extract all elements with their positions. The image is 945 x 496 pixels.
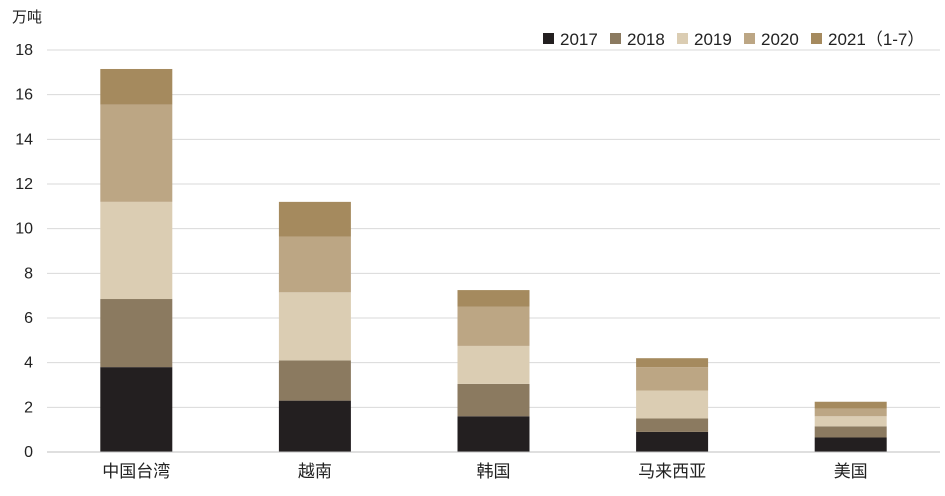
legend: 2017 2018 2019 2020 2021（1-7） [543, 30, 924, 49]
bar-segment [100, 367, 173, 452]
x-tick-label: 美国 [834, 462, 868, 481]
bar-segment [100, 68, 173, 105]
legend-label: 2017 [560, 30, 598, 49]
y-tick-label: 18 [15, 42, 33, 59]
legend-swatch [677, 33, 688, 44]
bars [100, 68, 887, 452]
x-tick-label: 马来西亚 [638, 462, 706, 481]
bar-segment [814, 416, 887, 427]
bar-segment [457, 383, 530, 417]
y-tick-label: 12 [15, 176, 33, 193]
legend-label: 2018 [627, 30, 665, 49]
x-tick-label: 越南 [298, 462, 332, 481]
bar-segment [636, 418, 709, 432]
legend-swatch [811, 33, 822, 44]
y-tick-label: 8 [24, 265, 33, 282]
bar-segment [278, 201, 351, 237]
bar-segment [278, 400, 351, 452]
y-tick-label: 14 [15, 131, 33, 148]
bar-segment [100, 201, 173, 300]
bar-segment [814, 426, 887, 438]
bar-segment [814, 408, 887, 417]
bar-segment [278, 360, 351, 401]
gridlines [47, 49, 940, 408]
x-tick-label: 中国台湾 [102, 462, 170, 481]
legend-label: 2021（1-7） [828, 30, 924, 49]
bar-segment [636, 367, 709, 391]
axes: 0 2 4 6 8 10 12 14 16 18 中国台湾 越南 韩国 马来西亚 美国 [15, 42, 940, 481]
bar-segment [457, 306, 530, 346]
bar-segment [457, 416, 530, 452]
legend-swatch [610, 33, 621, 44]
y-tick-label: 10 [15, 221, 33, 238]
bar-segment [100, 299, 173, 368]
y-tick-label: 0 [24, 444, 33, 461]
legend-label: 2020 [761, 30, 799, 49]
y-axis-label: 万吨 [12, 9, 42, 26]
legend-swatch [543, 33, 554, 44]
y-tick-label: 2 [24, 399, 33, 416]
bar-segment [100, 104, 173, 202]
bar-segment [814, 401, 887, 409]
bar-segment [636, 358, 709, 368]
bar-segment [814, 437, 887, 452]
bar-segment [636, 431, 709, 452]
y-tick-label: 4 [24, 355, 33, 372]
bar-segment [636, 390, 709, 419]
bar-segment [278, 236, 351, 293]
y-tick-label: 16 [15, 87, 33, 104]
legend-label: 2019 [694, 30, 732, 49]
x-tick-label: 韩国 [477, 462, 511, 481]
legend-swatch [744, 33, 755, 44]
bar-segment [457, 345, 530, 384]
y-tick-label: 6 [24, 310, 33, 327]
bar-segment [457, 290, 530, 307]
bar-segment [278, 292, 351, 361]
